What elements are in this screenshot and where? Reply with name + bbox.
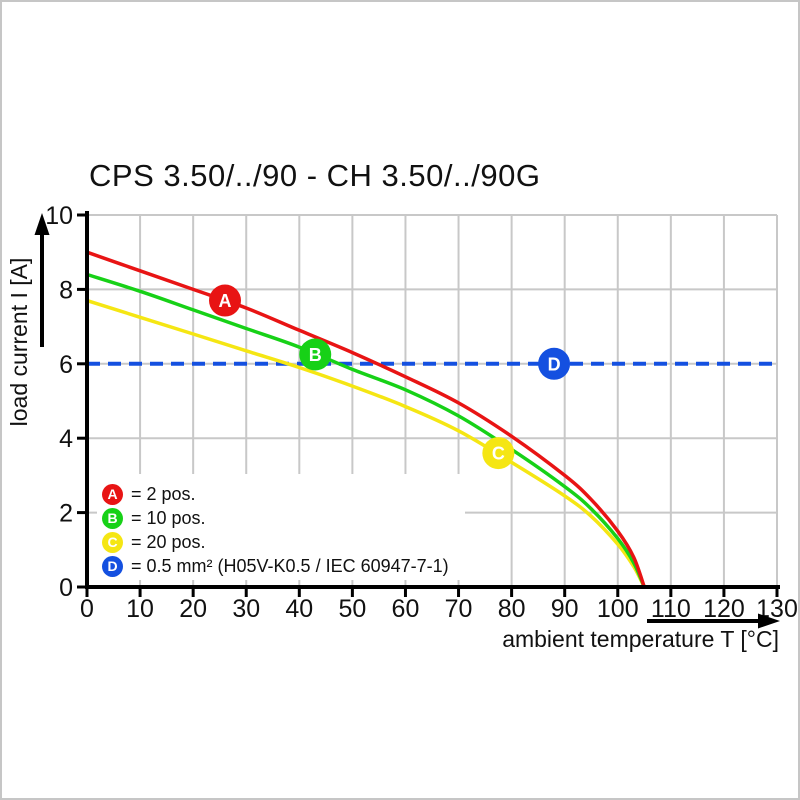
marker-b xyxy=(299,338,332,371)
legend-marker-c-icon: C xyxy=(102,531,123,553)
legend-item-b: B = 10 pos. xyxy=(97,506,465,530)
chart-title: CPS 3.50/../90 - CH 3.50/../90G xyxy=(89,158,541,193)
x-axis-arrow-icon xyxy=(647,613,780,629)
x-tick-label: 90 xyxy=(551,595,579,623)
legend-marker-b-icon: B xyxy=(102,507,123,529)
y-tick-label: 8 xyxy=(59,276,73,304)
marker-c xyxy=(482,437,515,470)
x-tick-label: 40 xyxy=(285,595,313,623)
axes xyxy=(77,211,780,597)
y-tick-label: 6 xyxy=(59,351,73,379)
curves xyxy=(86,250,777,588)
marker-letter-d: D xyxy=(548,354,561,374)
x-tick-label: 20 xyxy=(179,595,207,623)
legend-marker-d-icon: D xyxy=(102,555,123,577)
y-axis-label: load current I [A] xyxy=(6,258,32,427)
x-tick-label: 50 xyxy=(338,595,366,623)
y-axis-arrow-icon xyxy=(34,213,50,347)
marker-letter-c: C xyxy=(492,444,505,464)
legend-label-b: = 10 pos. xyxy=(131,507,206,528)
legend-marker-a-icon: A xyxy=(102,483,123,505)
marker-letter-a: A xyxy=(219,291,232,311)
marker-d xyxy=(538,347,571,380)
legend-item-c: C = 20 pos. xyxy=(97,530,465,554)
legend-label-a: = 2 pos. xyxy=(131,483,196,504)
curve-a xyxy=(86,250,646,588)
x-tick-label: 70 xyxy=(445,595,473,623)
marker-a xyxy=(209,284,241,317)
marker-letter-b: B xyxy=(309,345,322,365)
x-tick-label: 80 xyxy=(498,595,526,623)
x-tick-label: 0 xyxy=(80,595,94,623)
curve-b xyxy=(86,272,646,588)
x-tick-label: 110 xyxy=(651,595,691,623)
legend-label-d: = 0.5 mm² (H05V-K0.5 / IEC 60947-7-1) xyxy=(131,555,449,576)
legend-label-c: = 20 pos. xyxy=(131,531,206,552)
y-tick-label: 4 xyxy=(59,425,73,453)
y-tick-label: 0 xyxy=(59,574,73,602)
legend: A = 2 pos. B = 10 pos. C = 20 pos. D = 0… xyxy=(97,474,465,580)
x-tick-label: 10 xyxy=(126,595,154,623)
x-tick-label: 30 xyxy=(232,595,260,623)
y-tick-label: 2 xyxy=(59,500,73,528)
x-tick-label: 120 xyxy=(703,595,745,623)
x-tick-label: 60 xyxy=(392,595,420,623)
legend-item-d: D = 0.5 mm² (H05V-K0.5 / IEC 60947-7-1) xyxy=(97,554,465,578)
x-axis-label: ambient temperature T [°C] xyxy=(502,626,779,652)
curve-markers: A B C D xyxy=(209,284,571,470)
legend-item-a: A = 2 pos. xyxy=(97,482,465,506)
y-tick-label: 10 xyxy=(45,202,73,230)
curve-c xyxy=(86,298,646,588)
x-tick-label: 100 xyxy=(597,595,639,623)
